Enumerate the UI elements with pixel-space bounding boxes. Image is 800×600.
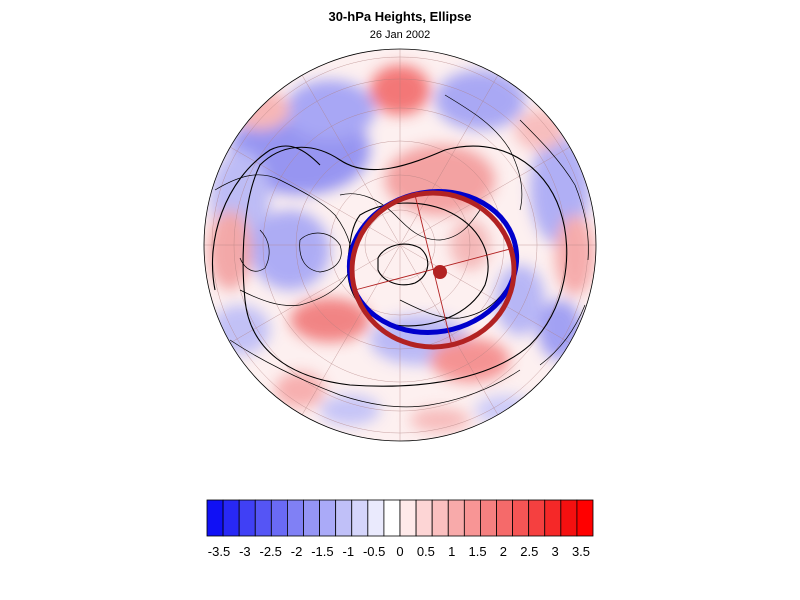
colorbar-box	[560, 499, 578, 537]
colorbar-box	[351, 499, 369, 537]
colorbar-boxes	[206, 499, 594, 537]
colorbar-box	[576, 499, 594, 537]
map-date: 26 Jan 2002	[369, 29, 431, 41]
colorbar-box	[512, 499, 530, 537]
colorbar-box	[319, 499, 337, 537]
colorbar-box	[335, 499, 353, 537]
colorbar-box	[270, 499, 288, 537]
ellipse-red	[349, 190, 517, 350]
map-title: 30-hPa Heights, Ellipse	[328, 9, 472, 24]
colorbar-tick-label: -1.5	[311, 544, 333, 559]
colorbar-box	[415, 499, 433, 537]
colorbar-tick-label: 2.5	[520, 544, 538, 559]
colorbar-labels: -3.5 -3 -2.5 -2 -1.5 -1 -0.5 0 0.5 1 1.5 2 2.5 3 3.5	[208, 544, 590, 559]
colorbar-tick-label: -0.5	[363, 544, 385, 559]
colorbar-box	[238, 499, 256, 537]
colorbar-box	[480, 499, 497, 537]
colorbar-tick-label: 1.5	[469, 544, 487, 559]
colorbar-box	[303, 499, 320, 537]
colorbar-tick-label: -1	[343, 544, 355, 559]
colorbar-tick-label: -2.5	[260, 544, 282, 559]
colorbar-box	[206, 499, 224, 537]
colorbar-tick-label: 0.5	[417, 544, 435, 559]
colorbar-box	[222, 499, 240, 537]
colorbar-tick-label: -2	[291, 544, 303, 559]
colorbar-tick-label: 2	[500, 544, 507, 559]
ellipse-center-dot	[433, 265, 447, 279]
colorbar-box	[463, 499, 481, 537]
colorbar-box	[431, 499, 449, 537]
graticule	[204, 49, 596, 441]
colorbar-box	[383, 499, 401, 537]
colorbar-tick-label: 0	[396, 544, 403, 559]
colorbar-tick-label: -3	[239, 544, 251, 559]
colorbar-box	[399, 499, 417, 537]
colorbar-tick-label: 3	[552, 544, 559, 559]
colorbar-box	[447, 499, 465, 537]
colorbar-box	[254, 499, 272, 537]
colorbar-box	[544, 499, 562, 537]
colorbar-tick-label: 1	[448, 544, 455, 559]
colorbar-tick-label: -3.5	[208, 544, 230, 559]
colorbar-box	[496, 499, 513, 537]
globe-outline	[203, 48, 597, 442]
colorbar-box	[367, 499, 385, 537]
colorbar-tick-label: 3.5	[572, 544, 590, 559]
colorbar-box	[287, 499, 304, 537]
colorbar-box	[528, 499, 546, 537]
